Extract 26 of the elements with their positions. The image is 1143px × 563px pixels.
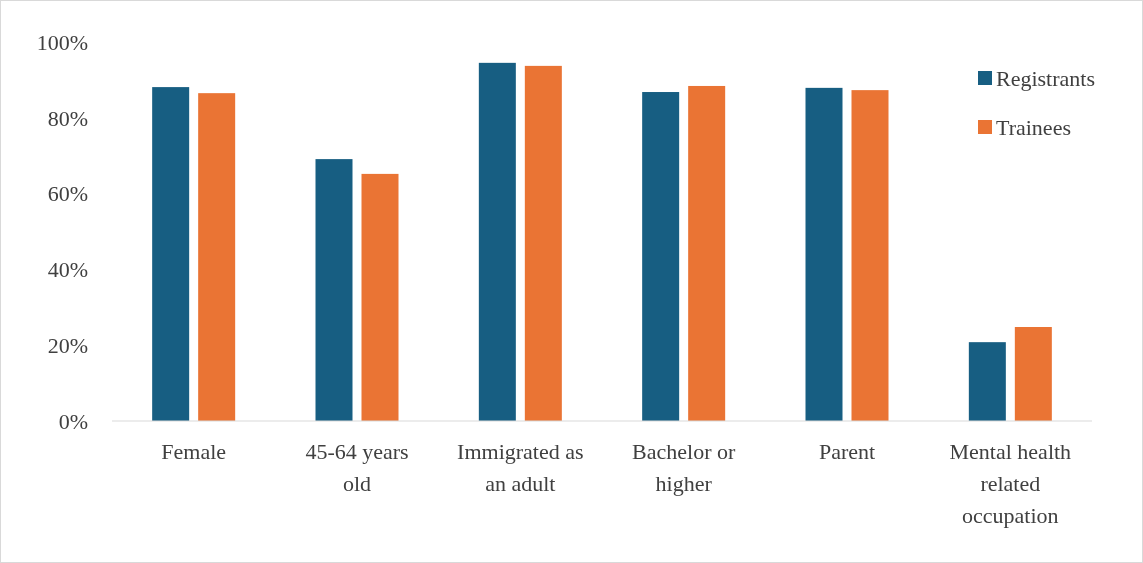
legend-label: Registrants [996, 65, 1095, 91]
x-tick-label: Mental health related occupation [949, 439, 1072, 528]
y-tick-label: 80% [47, 105, 88, 131]
bar [315, 159, 353, 421]
bar [524, 65, 562, 421]
bar [152, 87, 190, 421]
x-tick-label: Female [161, 439, 227, 464]
x-tick-label: Bachelor or higher [632, 439, 736, 496]
bar [198, 93, 236, 421]
bar [478, 62, 516, 421]
y-tick-label: 20% [47, 332, 88, 358]
y-tick-label: 60% [47, 181, 88, 207]
bar [968, 342, 1006, 421]
y-tick-label: 100% [36, 29, 88, 55]
y-tick-label: 0% [58, 408, 88, 434]
bar [805, 87, 843, 421]
bar [1014, 327, 1052, 421]
bar [688, 85, 726, 421]
x-tick-label: 45-64 years old [305, 439, 409, 496]
x-tick-label: Immigrated as an adult [457, 439, 584, 496]
legend-label: Trainees [996, 114, 1071, 140]
y-tick-label: 40% [47, 257, 88, 283]
bar [361, 173, 399, 421]
bar [642, 92, 680, 421]
x-tick-label: Parent [818, 439, 876, 464]
bar [851, 90, 889, 421]
